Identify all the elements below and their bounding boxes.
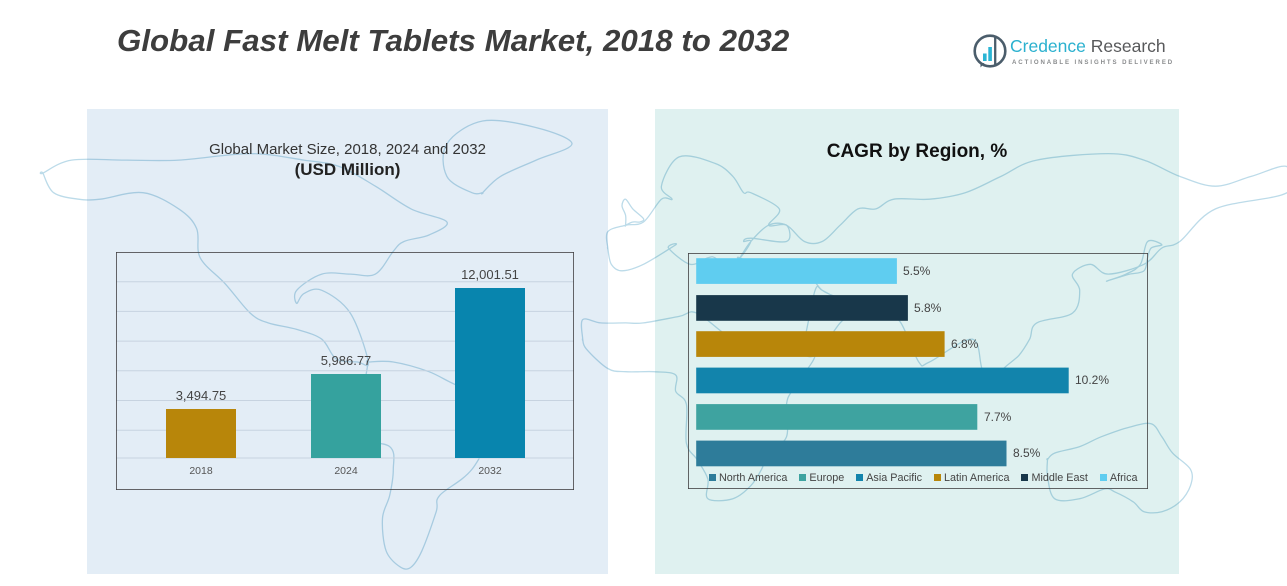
svg-text:12,001.51: 12,001.51 xyxy=(461,267,519,282)
svg-text:2018: 2018 xyxy=(189,465,213,477)
svg-text:6.8%: 6.8% xyxy=(951,337,979,351)
svg-text:7.7%: 7.7% xyxy=(984,410,1012,424)
svg-text:5.5%: 5.5% xyxy=(903,264,931,278)
svg-text:2024: 2024 xyxy=(334,465,358,477)
svg-text:8.5%: 8.5% xyxy=(1013,446,1041,460)
svg-text:3,494.75: 3,494.75 xyxy=(176,388,227,403)
svg-text:5.8%: 5.8% xyxy=(914,301,942,315)
svg-text:5,986.77: 5,986.77 xyxy=(321,353,372,368)
svg-text:2032: 2032 xyxy=(478,465,502,477)
svg-text:10.2%: 10.2% xyxy=(1075,373,1109,387)
